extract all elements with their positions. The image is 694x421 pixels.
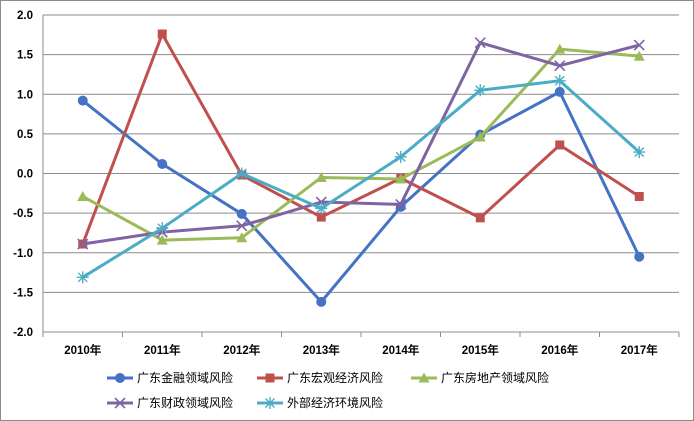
legend-label: 广东房地产领域风险 xyxy=(441,370,549,385)
legend-label: 广东宏观经济风险 xyxy=(287,370,383,385)
data-point xyxy=(554,86,565,97)
x-tick-label: 2010年 xyxy=(64,343,102,357)
series-line xyxy=(81,79,641,279)
x-tick-label: 2013年 xyxy=(303,343,341,357)
series-3 xyxy=(77,43,645,245)
series-line xyxy=(82,47,640,242)
series-line xyxy=(81,90,641,304)
data-point xyxy=(315,202,328,215)
data-point xyxy=(633,39,645,51)
data-point xyxy=(235,167,248,180)
data-point xyxy=(553,74,566,87)
data-point xyxy=(474,84,487,97)
x-tick-label: 2016年 xyxy=(541,343,579,357)
axes: 2.0 1.5 1.0 0.5 0.0 -0.5 -1.0 -1.5 -2.0 2010年 2011… xyxy=(13,10,680,357)
series-line xyxy=(81,32,641,245)
data-point xyxy=(474,131,486,142)
x-tick-label: 2011年 xyxy=(144,343,181,357)
data-point xyxy=(634,191,644,201)
data-point xyxy=(156,222,169,235)
y-tick-label: 2.0 xyxy=(17,10,33,22)
data-point xyxy=(115,373,125,383)
data-point xyxy=(395,173,407,184)
y-tick-label: -1.5 xyxy=(13,287,33,299)
data-point xyxy=(264,397,276,409)
x-tick-label: 2015年 xyxy=(462,343,500,357)
data-point xyxy=(156,234,168,245)
data-point xyxy=(265,373,275,383)
data-point xyxy=(316,296,327,307)
y-tick-label: 0.0 xyxy=(17,169,33,181)
legend-item-4: 广东财政领域风险 xyxy=(107,395,233,410)
data-point xyxy=(315,171,327,182)
series-line xyxy=(82,41,640,246)
data-point xyxy=(316,212,326,222)
y-tick-label: -1.0 xyxy=(13,248,33,260)
data-point xyxy=(555,140,565,150)
data-point xyxy=(77,238,89,250)
data-point xyxy=(395,198,407,210)
data-point xyxy=(474,37,486,49)
legend-item-5: 外部经济环境风险 xyxy=(257,395,383,410)
y-tick-label: 1.5 xyxy=(17,50,34,62)
data-point xyxy=(77,190,89,201)
y-tick-label: 0.5 xyxy=(17,129,34,141)
series-lines xyxy=(76,29,646,307)
gridlines xyxy=(43,14,679,333)
y-tick-label: -2.0 xyxy=(13,327,33,339)
legend-item-2: 广东宏观经济风险 xyxy=(257,370,383,385)
x-tick-label: 2017年 xyxy=(621,343,659,357)
data-point xyxy=(633,50,645,61)
legend-label: 外部经济环境风险 xyxy=(287,395,383,410)
series-5 xyxy=(76,74,646,284)
data-point xyxy=(236,208,247,219)
data-point xyxy=(634,251,645,262)
legend-item-1: 广东金融领域风险 xyxy=(107,370,233,385)
data-point xyxy=(236,220,248,232)
data-point xyxy=(554,60,566,72)
data-point xyxy=(157,29,167,39)
data-point xyxy=(394,150,407,163)
y-tick-label: 1.0 xyxy=(17,89,33,101)
x-tick-label: 2014年 xyxy=(382,343,420,357)
data-point xyxy=(114,397,126,409)
legend-label: 广东财政领域风险 xyxy=(137,395,233,410)
y-tick-label: -0.5 xyxy=(13,208,33,220)
data-point xyxy=(157,158,168,169)
legend-item-3: 广东房地产领域风险 xyxy=(411,370,549,385)
data-point xyxy=(236,232,248,243)
data-point xyxy=(76,271,89,284)
data-point xyxy=(418,372,430,383)
legend-label: 广东金融领域风险 xyxy=(137,370,233,385)
data-point xyxy=(554,43,566,54)
data-point xyxy=(475,213,485,223)
data-point xyxy=(77,95,88,106)
data-point xyxy=(633,146,646,159)
series-2 xyxy=(78,29,644,249)
x-tick-label: 2012年 xyxy=(223,343,261,357)
